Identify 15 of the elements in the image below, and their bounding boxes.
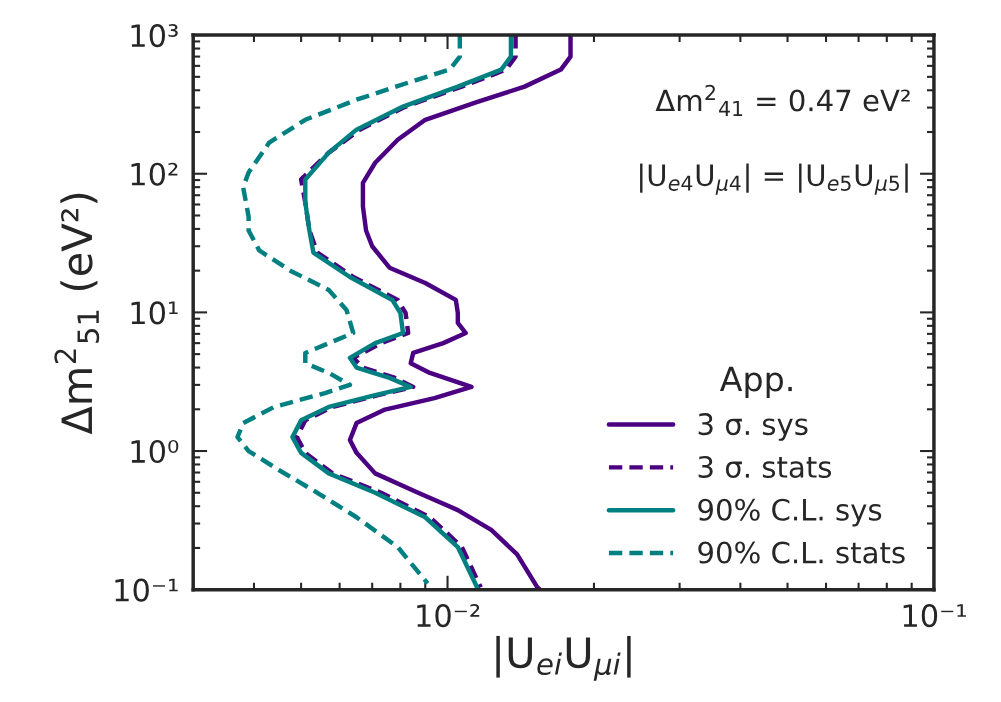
y-tick-label: 10⁰ — [131, 439, 179, 464]
legend-label: 90% C.L. sys — [698, 498, 882, 527]
annotation: Δm$^{2}$$_{41}$ = 0.47 eV² — [655, 84, 910, 116]
legend-title: App. — [719, 366, 792, 399]
legend-label: 90% C.L. stats — [698, 541, 905, 564]
y-axis-title: Δm$^{2}$$_{51}$ (eV²) — [54, 193, 100, 435]
y-tick-label: 10¹ — [131, 301, 178, 325]
x-tick-label: 10⁻² — [417, 604, 480, 628]
legend-label: 3 σ. sys — [698, 413, 808, 441]
x-axis-title: |U$_{ei}$U$_{μi}$| — [496, 635, 631, 681]
y-tick-label: 10³ — [131, 24, 178, 48]
y-tick-label: 10² — [131, 162, 178, 186]
y-tick-label: 10⁻¹ — [115, 578, 178, 602]
legend-label: 3 σ. stats — [698, 455, 832, 478]
text: |U$_{e4}$U$_{μ4}$| = |U$_{e5}$U$_{μ5}$| — [640, 163, 908, 195]
